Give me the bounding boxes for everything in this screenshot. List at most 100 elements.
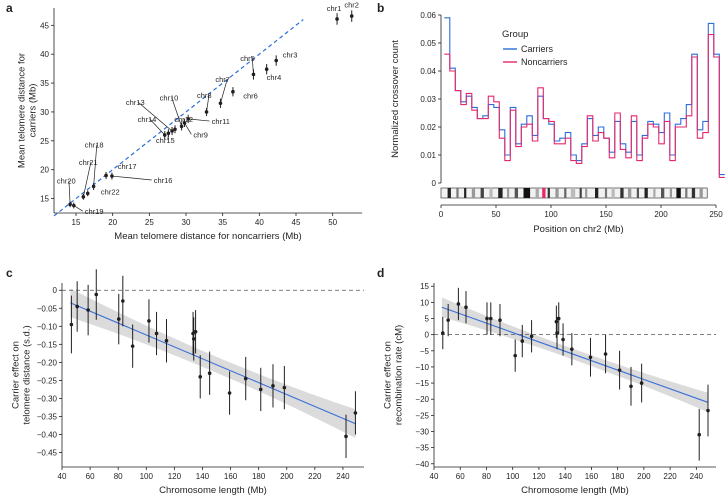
ideogram-band (547, 188, 550, 198)
chromosome-label: chr8 (197, 91, 212, 100)
ideogram-band (595, 188, 599, 198)
data-point (81, 195, 86, 199)
ideogram-band (542, 188, 546, 198)
x-tick-label: 180 (252, 472, 266, 481)
panel-d-letter: d (377, 266, 384, 280)
data-point (554, 319, 559, 324)
data-point (198, 375, 203, 379)
ideogram-band (579, 188, 582, 198)
data-point (529, 334, 534, 339)
y-tick-label: −25 (415, 411, 429, 420)
x-tick-label: 200 (637, 472, 651, 481)
chromosome-label: chr9 (193, 130, 208, 139)
x-tick-label: 150 (599, 210, 613, 219)
x-tick-label: 160 (224, 472, 238, 481)
data-point (86, 308, 90, 312)
carriers-series-line (444, 17, 725, 176)
ideogram-band (644, 188, 648, 198)
x-tick-label: 40 (255, 218, 264, 227)
x-tick-label: 100 (506, 472, 520, 481)
data-point (227, 391, 232, 395)
ideogram-band (555, 188, 559, 198)
data-point (191, 337, 196, 341)
panel-a-scatter: 15 20 25 30 35 40 45 50 15 20 25 30 35 40 45 Mean telom… (17, 0, 362, 242)
label-leader (149, 118, 165, 136)
y-tick-label: 35 (40, 79, 49, 88)
legend-noncarriers-label: Noncarriers (521, 57, 568, 67)
x-tick-label: 45 (292, 218, 301, 227)
y-axis-label: Mean telomere distance forcarriers (Mb) (17, 53, 39, 168)
chromosome-label: chr13 (126, 98, 145, 107)
chromosome-label: chr7 (215, 75, 230, 84)
chromosome-label: chr15 (156, 136, 175, 145)
y-tick-label: 15 (40, 195, 49, 204)
ideogram-band (535, 188, 539, 198)
data-point (485, 316, 489, 321)
data-point (440, 331, 445, 335)
data-point (353, 411, 358, 415)
y-tick-label: 45 (40, 21, 49, 30)
x-tick-label: 15 (72, 218, 81, 227)
ideogram-band (685, 188, 688, 198)
ideogram-band (447, 188, 451, 198)
x-tick-label: 25 (145, 218, 154, 227)
y-tick-label: 0.01 (420, 151, 436, 160)
data-point (130, 344, 135, 348)
label-leader (73, 205, 83, 212)
chromosome-label: chr21 (79, 158, 98, 167)
y-axis-label: Carrier effect ontelomere distance (s.d.… (11, 325, 33, 424)
y-tick-label: −0.30 (37, 394, 58, 403)
panel-c-letter: c (6, 266, 13, 280)
ideogram-band (585, 188, 588, 198)
y-tick-label: −0.40 (37, 431, 58, 440)
y-tick-label: 5 (425, 315, 430, 324)
ideogram-band (653, 188, 656, 198)
data-point (464, 305, 468, 310)
ideogram-band (514, 188, 518, 198)
y-axis-label: Carrier effect onrecombination rate (cM) (383, 325, 405, 425)
data-point (588, 355, 593, 360)
data-point (91, 184, 96, 189)
data-point (555, 331, 559, 335)
x-tick-label: 180 (611, 472, 625, 481)
label-leader (206, 95, 210, 112)
x-tick-label: 220 (663, 472, 677, 481)
chromosome-label: chr12 (174, 115, 193, 124)
label-leader (184, 122, 192, 135)
y-tick-label: −40 (415, 460, 429, 469)
data-point (75, 304, 79, 309)
ideogram-band (464, 188, 467, 198)
data-point (498, 318, 502, 322)
x-tick-label: 120 (532, 472, 546, 481)
ideogram-band (471, 188, 476, 198)
y-tick-label: 10 (420, 298, 429, 307)
chromosome-label: chr22 (101, 188, 120, 197)
regression-line (441, 306, 709, 403)
data-point (69, 322, 74, 327)
y-tick-label: 15 (420, 282, 429, 291)
data-point (121, 299, 125, 303)
x-tick-label: 0 (439, 210, 444, 219)
panel-a-letter: a (6, 1, 13, 15)
x-tick-label: 60 (456, 472, 465, 481)
y-tick-label: −10 (415, 363, 429, 372)
panel-b-letter: b (377, 1, 384, 15)
chromosome-label: chr10 (160, 93, 179, 102)
y-tick-label: 0.06 (420, 11, 436, 20)
data-point (274, 58, 279, 63)
ideogram-band (604, 188, 608, 198)
ideogram-band (676, 188, 681, 198)
x-tick-label: 60 (86, 472, 95, 481)
ideogram-band (636, 188, 639, 198)
data-point (85, 191, 90, 196)
x-tick-label: 200 (280, 472, 294, 481)
data-point (520, 339, 525, 343)
label-leader (111, 175, 152, 181)
x-tick-label: 40 (58, 472, 67, 481)
x-tick-label: 80 (482, 472, 491, 481)
identity-line (53, 19, 304, 217)
x-axis-label: Chromosome length (Mb) (159, 485, 267, 496)
chromosome-label: chr17 (118, 162, 137, 171)
chromosome-label: chr18 (85, 141, 104, 150)
